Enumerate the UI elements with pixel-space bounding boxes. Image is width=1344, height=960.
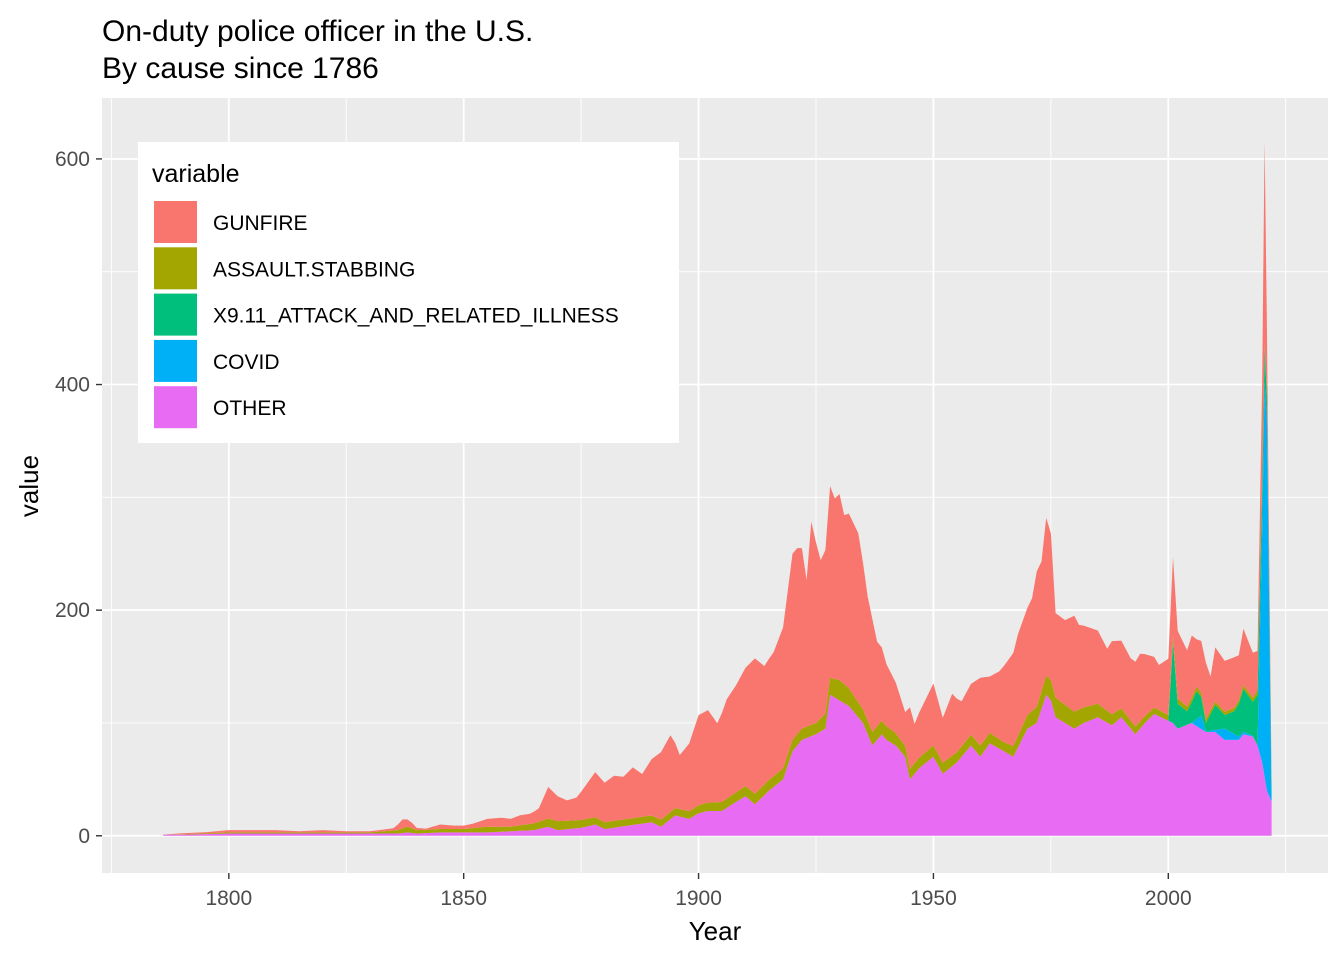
area-layer bbox=[163, 140, 1272, 836]
legend-label-other: OTHER bbox=[213, 397, 287, 420]
legend-title: variable bbox=[152, 160, 240, 188]
area-covid bbox=[1191, 381, 1272, 802]
x-tick-label: 1800 bbox=[205, 887, 252, 910]
legend-label-assault-stabbing: ASSAULT.STABBING bbox=[213, 258, 415, 281]
area-other bbox=[163, 694, 1272, 836]
x-axis-title: Year bbox=[689, 916, 742, 946]
axis-tick-labels: 1800 1850 1900 1950 2000 0 200 400 600 bbox=[55, 148, 1192, 910]
x-tick-label: 1900 bbox=[675, 887, 722, 910]
y-tick-label: 400 bbox=[55, 374, 90, 397]
chart-subtitle: By cause since 1786 bbox=[102, 52, 379, 85]
y-tick-label: 0 bbox=[78, 825, 90, 848]
y-tick-label: 600 bbox=[55, 148, 90, 171]
legend-swatch-x9-11-attack-and-related-illness bbox=[154, 293, 197, 336]
y-tick-label: 200 bbox=[55, 599, 90, 622]
x-tick-label: 1850 bbox=[440, 887, 487, 910]
legend: variable GUNFIRE ASSAULT.STABBING X9.11_AT… bbox=[138, 142, 679, 443]
chart-title: On-duty police officer in the U.S. bbox=[102, 15, 533, 48]
legend-swatch-assault-stabbing bbox=[154, 247, 197, 290]
legend-items: GUNFIRE ASSAULT.STABBING X9.11_ATTACK_AND_… bbox=[154, 201, 619, 429]
legend-swatch-other bbox=[154, 386, 197, 429]
legend-label-gunfire: GUNFIRE bbox=[213, 212, 308, 235]
x-tick-label: 2000 bbox=[1145, 887, 1192, 910]
legend-label-x9-11-attack-and-related-illness: X9.11_ATTACK_AND_RELATED_ILLNESS bbox=[213, 305, 619, 328]
legend-background bbox=[138, 142, 679, 443]
x-tick-label: 1950 bbox=[910, 887, 957, 910]
legend-swatch-covid bbox=[154, 339, 197, 382]
y-axis-title: value bbox=[14, 455, 44, 517]
axis-ticks bbox=[96, 158, 1169, 879]
legend-label-covid: COVID bbox=[213, 351, 280, 374]
area-x9-11-attack-and-related-illness bbox=[1168, 347, 1272, 802]
legend-swatch-gunfire bbox=[154, 201, 197, 243]
